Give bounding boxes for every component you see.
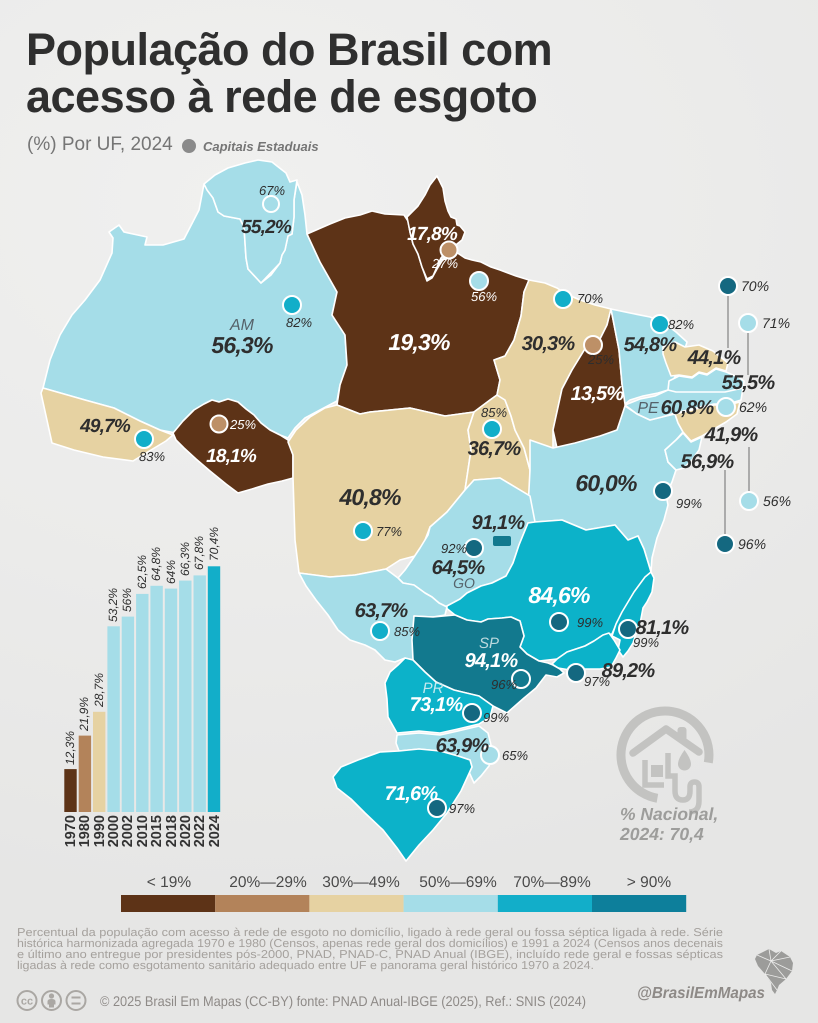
svg-text:50%—69%: 50%—69% (419, 874, 497, 891)
svg-text:82%: 82% (668, 317, 694, 332)
svg-text:@BrasilEmMapas: @BrasilEmMapas (637, 985, 765, 1002)
svg-text:89,2%: 89,2% (602, 660, 656, 682)
svg-text:19,3%: 19,3% (388, 329, 450, 355)
svg-text:92%: 92% (441, 541, 467, 556)
svg-text:36,7%: 36,7% (468, 438, 522, 460)
svg-text:56,3%: 56,3% (211, 332, 273, 358)
svg-text:66,3%: 66,3% (178, 542, 192, 576)
svg-text:67%: 67% (259, 183, 285, 198)
svg-text:2020: 2020 (178, 815, 194, 847)
svg-text:> 90%: > 90% (627, 874, 672, 891)
svg-text:71,6%: 71,6% (385, 783, 439, 805)
svg-text:83%: 83% (139, 449, 165, 464)
svg-text:85%: 85% (394, 624, 420, 639)
svg-text:© 2025 Brasil Em Mapas (CC-BY: © 2025 Brasil Em Mapas (CC-BY) fonte: PN… (100, 993, 586, 1009)
svg-text:84,6%: 84,6% (528, 582, 590, 608)
svg-text:94,1%: 94,1% (465, 650, 519, 672)
svg-text:53,2%: 53,2% (106, 588, 120, 622)
svg-text:44,1%: 44,1% (687, 347, 742, 369)
svg-text:20%—29%: 20%—29% (229, 874, 307, 891)
svg-text:96%: 96% (491, 677, 517, 692)
svg-text:56%: 56% (120, 588, 134, 612)
svg-text:Percentual da população com ac: Percentual da população com acesso à red… (17, 927, 723, 939)
svg-text:77%: 77% (376, 524, 402, 539)
svg-text:18,1%: 18,1% (206, 446, 257, 467)
svg-text:67,8%: 67,8% (192, 536, 206, 570)
svg-text:56,9%: 56,9% (681, 451, 735, 473)
svg-text:SP: SP (479, 635, 499, 652)
svg-text:1990: 1990 (92, 815, 108, 847)
svg-text:55,5%: 55,5% (722, 372, 776, 394)
svg-text:GO: GO (453, 575, 475, 591)
svg-text:49,7%: 49,7% (79, 416, 131, 437)
svg-text:30%—49%: 30%—49% (322, 874, 400, 891)
svg-text:62%: 62% (739, 399, 767, 415)
svg-text:2015: 2015 (149, 815, 165, 847)
svg-text:27%: 27% (431, 256, 458, 271)
svg-text:PE: PE (637, 400, 659, 417)
svg-text:1980: 1980 (77, 815, 93, 847)
svg-text:91,1%: 91,1% (472, 512, 526, 534)
svg-text:54,8%: 54,8% (624, 334, 678, 356)
svg-text:81,1%: 81,1% (636, 617, 690, 639)
svg-text:25%: 25% (587, 352, 614, 367)
svg-text:2024: 2024 (207, 815, 223, 847)
svg-text:96%: 96% (738, 536, 766, 552)
svg-text:< 19%: < 19% (147, 874, 192, 891)
svg-text:ligadas à rede como esgotament: ligadas à rede como esgotamento sanitári… (17, 960, 594, 972)
svg-text:55,2%: 55,2% (241, 217, 292, 238)
svg-text:64%: 64% (164, 560, 178, 584)
svg-text:82%: 82% (286, 315, 312, 330)
svg-text:e último ano entregue por pres: e último ano entregue por presidentes pó… (17, 949, 723, 961)
svg-text:1970: 1970 (63, 815, 79, 847)
svg-text:40,8%: 40,8% (338, 484, 401, 510)
svg-text:64,5%: 64,5% (432, 557, 486, 579)
svg-text:25%: 25% (229, 417, 256, 432)
svg-text:60,8%: 60,8% (661, 397, 715, 419)
svg-text:99%: 99% (483, 710, 509, 725)
svg-text:63,9%: 63,9% (436, 735, 490, 757)
svg-text:56%: 56% (471, 289, 497, 304)
svg-text:71%: 71% (762, 315, 790, 331)
svg-text:13,5%: 13,5% (571, 383, 625, 405)
svg-text:30,3%: 30,3% (522, 333, 576, 355)
svg-text:2018: 2018 (164, 815, 180, 847)
svg-text:28,7%: 28,7% (92, 673, 106, 708)
svg-text:99%: 99% (577, 615, 603, 630)
svg-text:70%—89%: 70%—89% (513, 874, 591, 891)
svg-text:2000: 2000 (106, 815, 122, 847)
svg-text:70,4%: 70,4% (207, 527, 221, 561)
svg-text:2024: 70,4: 2024: 70,4 (619, 824, 704, 844)
svg-text:70%: 70% (741, 278, 769, 294)
svg-text:85%: 85% (481, 405, 507, 420)
svg-text:2022: 2022 (192, 815, 208, 847)
svg-text:73,1%: 73,1% (410, 694, 464, 716)
svg-text:17,8%: 17,8% (407, 224, 458, 245)
svg-text:2002: 2002 (120, 815, 136, 847)
svg-text:97%: 97% (584, 674, 610, 689)
svg-text:56%: 56% (763, 493, 791, 509)
svg-text:2010: 2010 (135, 815, 151, 847)
svg-text:cc: cc (21, 996, 33, 1008)
svg-text:62,5%: 62,5% (135, 555, 149, 589)
svg-text:21,9%: 21,9% (77, 697, 91, 732)
svg-text:60,0%: 60,0% (575, 470, 637, 496)
svg-text:histórica harmonizada agregada: histórica harmonizada agregada 1970 e 19… (17, 938, 723, 950)
svg-text:99%: 99% (676, 496, 702, 511)
svg-text:70%: 70% (577, 291, 603, 306)
svg-text:12,3%: 12,3% (63, 731, 77, 765)
svg-text:41,9%: 41,9% (704, 424, 759, 446)
svg-text:% Nacional,: % Nacional, (620, 804, 718, 824)
svg-text:63,7%: 63,7% (355, 600, 409, 622)
svg-text:64,8%: 64,8% (149, 547, 163, 581)
svg-text:99%: 99% (633, 635, 659, 650)
svg-text:AM: AM (229, 317, 255, 334)
svg-text:65%: 65% (502, 748, 528, 763)
svg-text:97%: 97% (449, 801, 475, 816)
svg-text:PR: PR (423, 680, 444, 697)
